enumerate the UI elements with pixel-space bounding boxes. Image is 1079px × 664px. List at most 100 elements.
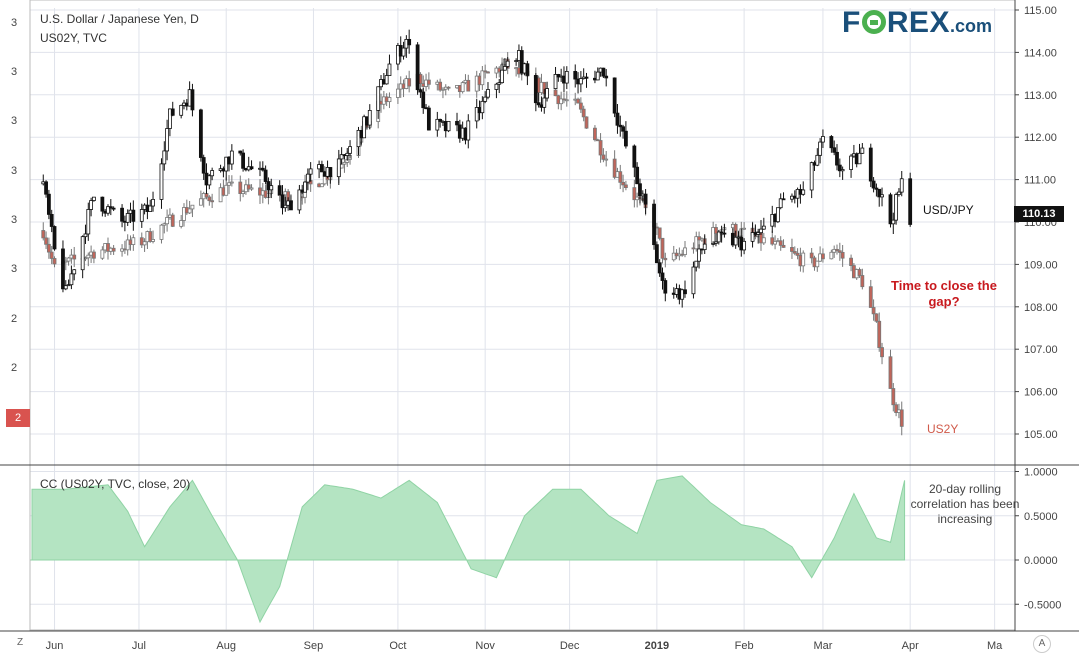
usdjpy-candle: [289, 195, 293, 211]
us2y-candle: [111, 245, 116, 255]
usdjpy-candle: [201, 154, 206, 180]
usdjpy-candle: [269, 178, 274, 199]
us2y-candle: [466, 74, 471, 92]
usdjpy-candle: [263, 165, 268, 185]
price-tick-label: 105.00: [1024, 429, 1058, 441]
gap-annotation: Time to close the gap?: [891, 278, 997, 309]
left-tick-label: 2: [11, 313, 17, 325]
us2y-candle: [576, 97, 580, 104]
correlation-tick-label: 1.0000: [1024, 467, 1058, 479]
usdjpy-candle: [260, 161, 265, 172]
us2y-candle: [148, 227, 153, 243]
us2y-candle: [578, 97, 583, 114]
usdjpy-candle: [249, 160, 254, 171]
us2y-candle: [227, 175, 231, 195]
usdjpy-candle: [49, 209, 54, 233]
us2y-candle: [241, 189, 246, 198]
us2y-candle: [880, 342, 884, 365]
us2y-candle: [179, 214, 184, 229]
usdjpy-candle: [280, 185, 285, 215]
us2y-candle: [840, 244, 845, 267]
usdjpy-candle: [818, 138, 823, 164]
usdjpy-candle: [775, 207, 780, 224]
us2y-candle: [671, 245, 676, 262]
usdjpy-candle: [840, 166, 845, 180]
us2y-candle: [441, 87, 445, 99]
usdjpy-candle: [857, 143, 862, 165]
usdjpy-candle: [139, 203, 144, 228]
price-tick-label: 111.00: [1024, 175, 1056, 187]
usdjpy-candle: [880, 187, 884, 207]
us2y-candle: [246, 178, 251, 193]
usdjpy-candle: [604, 69, 609, 87]
usdjpy-candle: [832, 140, 837, 156]
usdjpy-candle: [801, 181, 806, 196]
us2y-candle: [66, 256, 71, 266]
usdjpy-candle: [345, 147, 350, 161]
usdjpy-candle: [190, 83, 195, 117]
usdjpy-candle: [615, 103, 620, 134]
usdjpy-candle: [83, 224, 88, 244]
us2y-candle: [426, 72, 431, 90]
usdjpy-candle: [638, 178, 642, 204]
usdjpy-candle: [46, 189, 51, 220]
usdjpy-label: USD/JPY: [923, 203, 974, 217]
axes: 115.00114.00113.00112.00111.00110.00109.…: [11, 5, 1061, 652]
usdjpy-candle: [362, 114, 367, 139]
price-tick-label: 108.00: [1024, 302, 1058, 314]
us2y-candle: [49, 245, 54, 265]
usdjpy-candle: [716, 229, 721, 245]
usdjpy-candle: [525, 60, 530, 86]
correlation-tick-label: 0.5000: [1024, 511, 1058, 523]
us2y-candle: [559, 91, 564, 111]
us2y-candle: [460, 81, 465, 94]
usdjpy-candle: [466, 114, 471, 149]
correlation-tick-label: 0.0000: [1024, 555, 1058, 567]
usdjpy-candle: [502, 58, 507, 71]
usdjpy-candle: [297, 184, 302, 214]
usdjpy-candle: [336, 149, 341, 186]
chart-title: U.S. Dollar / Japanese Yen, D: [40, 12, 199, 26]
price-tick-label: 114.00: [1024, 47, 1057, 59]
usdjpy-candle: [584, 72, 589, 88]
usdjpy-candle: [446, 120, 451, 133]
usdjpy-candle: [778, 193, 783, 210]
us2y-candle: [604, 150, 609, 167]
usdjpy-candle: [61, 240, 65, 293]
usdjpy-candle: [131, 200, 136, 231]
usdjpy-candle: [92, 196, 96, 202]
price-tick-label: 115.00: [1024, 5, 1057, 17]
x-tick-label: Jul: [132, 640, 146, 652]
usdjpy-candle: [519, 46, 524, 76]
usdjpy-candle: [246, 156, 251, 172]
usdjpy-candle: [111, 206, 116, 212]
usdjpy-candle: [426, 105, 431, 131]
usdjpy-candle: [697, 244, 701, 269]
us2y-candle: [795, 248, 800, 260]
us2y-candle: [483, 64, 488, 79]
us2y-candle: [683, 241, 687, 258]
us2y-candle: [761, 232, 766, 246]
left-tick-label: 2: [11, 362, 17, 374]
us2y-candle: [815, 260, 820, 272]
us2y-candle: [142, 238, 147, 252]
us2y-candle: [860, 268, 865, 290]
usdjpy-candle: [871, 177, 876, 193]
usdjpy-candle: [654, 241, 659, 264]
usdjpy-candle: [888, 192, 893, 228]
usdjpy-candle: [835, 144, 839, 171]
usdjpy-candle: [578, 71, 583, 93]
us2y-candle: [894, 402, 899, 417]
usdjpy-candle: [72, 269, 77, 281]
auto-scale-button[interactable]: A: [1033, 635, 1051, 653]
usdjpy-candle: [367, 104, 372, 130]
usdjpy-candle: [305, 168, 310, 191]
x-tick-label: Feb: [735, 640, 754, 652]
usdjpy-candle: [564, 66, 569, 90]
timezone-button[interactable]: Z: [16, 637, 24, 648]
us2y-candle: [770, 230, 775, 246]
usdjpy-candle: [474, 98, 479, 129]
usdjpy-candle: [159, 158, 164, 209]
last-price-tag: 110.13: [1014, 206, 1064, 222]
